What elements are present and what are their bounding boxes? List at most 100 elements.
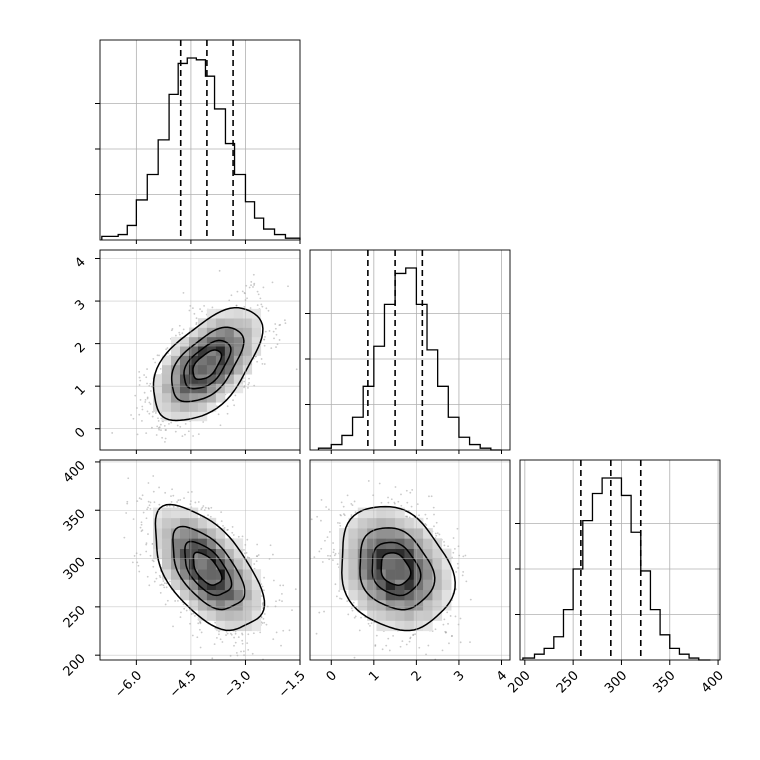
density-block: [206, 318, 217, 328]
scatter-point: [236, 290, 239, 293]
scatter-point: [406, 516, 408, 518]
density-block: [215, 327, 226, 338]
density-block: [224, 327, 235, 338]
scatter-point: [270, 347, 273, 350]
scatter-point: [146, 508, 148, 511]
density-block: [376, 579, 387, 591]
density-block: [224, 538, 235, 549]
scatter-point: [378, 482, 381, 485]
density-block: [357, 569, 368, 580]
scatter-point: [259, 631, 262, 634]
density-block: [385, 558, 396, 570]
scatter-point: [255, 555, 258, 558]
density-block: [179, 392, 190, 403]
scatter-point: [294, 588, 297, 591]
scatter-point: [397, 500, 400, 503]
panel-frame: [519, 459, 721, 661]
density-block: [385, 548, 396, 560]
scatter-point: [390, 498, 393, 501]
scatter-point: [203, 304, 205, 307]
density-block: [179, 589, 190, 601]
scatter-point: [272, 330, 275, 333]
scatter-point: [233, 404, 236, 407]
scatter-point: [401, 640, 404, 643]
scatter-point: [406, 501, 409, 504]
scatter-point: [143, 374, 146, 376]
scatter-point: [441, 649, 444, 652]
density-block: [233, 620, 244, 632]
scatter-point: [367, 622, 370, 625]
scatter-point: [226, 529, 229, 531]
scatter-point: [339, 597, 341, 600]
density-block: [251, 336, 262, 347]
scatter-point: [250, 284, 252, 287]
scatter-point: [231, 531, 234, 534]
scatter-point: [159, 584, 162, 587]
density-block: [404, 528, 415, 539]
density-block: [179, 346, 190, 356]
scatter-point: [469, 641, 471, 644]
scatter-point: [161, 436, 164, 439]
density-block: [348, 569, 359, 580]
scatter-point: [197, 501, 200, 503]
density-block: [242, 318, 253, 328]
density-block: [242, 327, 253, 338]
contour-line: [359, 527, 436, 611]
scatter-point: [148, 504, 151, 507]
scatter-point: [272, 579, 275, 582]
density-block: [395, 620, 405, 632]
scatter-point: [243, 549, 245, 551]
scatter-point: [202, 505, 205, 507]
scatter-point: [288, 629, 291, 632]
scatter-point: [242, 650, 245, 653]
scatter-point: [262, 617, 265, 620]
density-block: [179, 355, 190, 366]
density-block: [404, 599, 415, 611]
contour-line: [380, 552, 412, 586]
scatter-point: [452, 537, 455, 539]
scatter-point: [132, 417, 135, 420]
scatter-point: [178, 331, 181, 334]
density-block: [197, 383, 208, 394]
density-block: [197, 599, 208, 611]
y-tick-label: 400: [61, 458, 89, 486]
scatter-point: [256, 290, 259, 293]
scatter-point: [220, 520, 223, 523]
scatter-point: [147, 533, 149, 535]
density-block: [404, 569, 415, 580]
density-block: [348, 538, 359, 549]
scatter-point: [340, 514, 342, 517]
scatter-point: [246, 556, 249, 559]
scatter-point: [148, 584, 151, 587]
scatter-point: [232, 399, 234, 402]
density-block: [171, 507, 181, 519]
density-block: [423, 610, 433, 621]
density-block: [233, 548, 244, 560]
density-block: [367, 538, 377, 549]
scatter-point: [447, 545, 449, 548]
scatter-point: [388, 649, 391, 652]
x-axis-2: 200 250 300 350 400: [505, 660, 727, 696]
y-tick-label: 1: [72, 382, 88, 398]
scatter-point: [247, 383, 250, 386]
x-tick-label: 300: [602, 668, 630, 696]
density-block: [224, 558, 235, 570]
scatter-point: [456, 527, 459, 530]
density-block: [188, 411, 199, 422]
scatter-point: [136, 433, 139, 436]
y-tick-label: 300: [61, 555, 89, 583]
scatter-point: [278, 599, 281, 602]
x-tick-label: −3.0: [221, 668, 254, 701]
scatter-point: [169, 580, 171, 583]
scatter-point: [435, 534, 438, 537]
scatter-point: [156, 425, 159, 428]
density-block: [171, 374, 181, 384]
scatter-point: [350, 514, 353, 516]
scatter-point: [241, 639, 244, 642]
density-block: [423, 558, 433, 570]
density-block: [162, 517, 172, 529]
density-block: [224, 383, 235, 394]
density-block: [206, 569, 217, 580]
density-block: [233, 336, 244, 347]
scatter-point: [261, 585, 264, 588]
